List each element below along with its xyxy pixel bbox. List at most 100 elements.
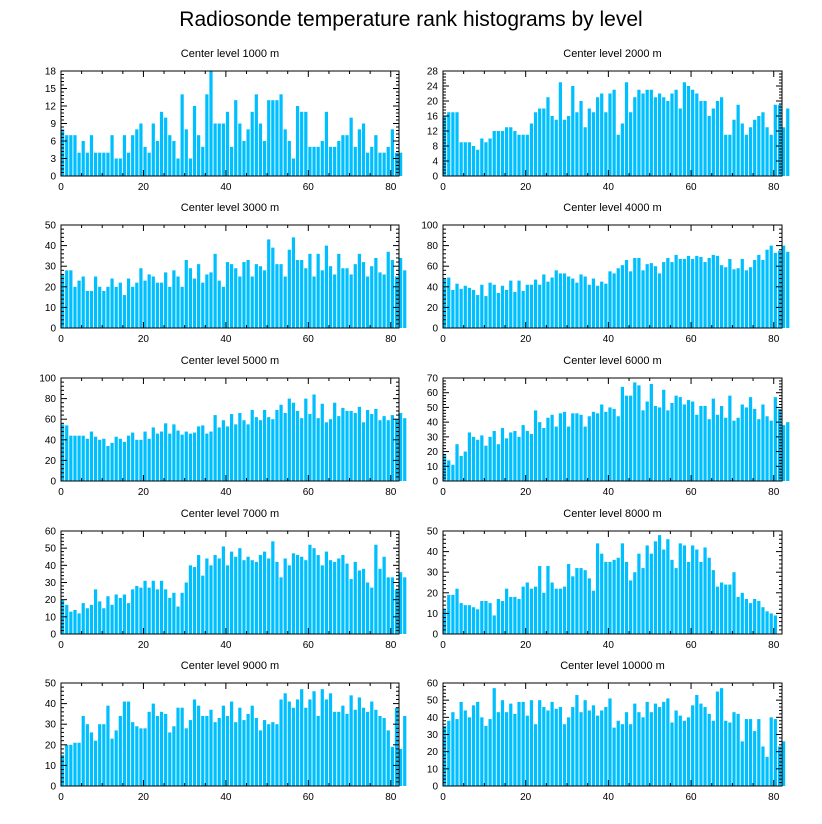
histogram-bar [361, 422, 366, 481]
histogram-bar [505, 289, 509, 328]
histogram-bar [612, 89, 616, 176]
histogram-bar [451, 112, 455, 176]
histogram-bar [699, 405, 703, 481]
histogram-bar [736, 104, 740, 176]
histogram-bar [267, 100, 271, 176]
histogram-bar [250, 409, 254, 481]
histogram-bar [238, 548, 242, 634]
y-tick-label: 70 [427, 374, 439, 385]
y-tick-label: 30 [45, 262, 57, 273]
histogram-bar [394, 152, 399, 176]
histogram-bar [629, 271, 633, 328]
histogram-bar [221, 546, 225, 634]
histogram-bar [666, 101, 670, 176]
histogram-bar [476, 295, 480, 328]
histogram-bar [399, 152, 403, 176]
histogram-bar [649, 89, 653, 176]
x-tick-label: 60 [685, 182, 697, 193]
histogram-bar [777, 746, 782, 786]
histogram-bar [151, 276, 155, 328]
histogram-bar [118, 597, 122, 634]
histogram-bar [98, 601, 102, 634]
histogram-bar [649, 712, 653, 786]
histogram-bar [403, 418, 407, 481]
histogram-bar [612, 408, 616, 481]
histogram-bar [678, 543, 682, 634]
histogram-bar [126, 701, 131, 786]
histogram-bar [653, 703, 658, 786]
y-tick-label: 16 [427, 112, 439, 123]
histogram-bar [73, 742, 77, 786]
y-tick-label: 60 [427, 388, 439, 399]
y-tick-label: 20 [427, 747, 439, 758]
histogram-bar [192, 278, 197, 328]
histogram-bar [283, 276, 287, 328]
histogram-bar [197, 555, 201, 634]
histogram-bar [221, 420, 225, 481]
y-tick-label: 0 [50, 630, 56, 641]
histogram-bar [291, 158, 296, 176]
histogram-bar [242, 262, 246, 328]
histogram-bar [333, 274, 337, 328]
histogram-bar [279, 94, 283, 176]
histogram-bar [386, 420, 390, 481]
y-tick-label: 50 [427, 696, 439, 707]
histogram-bar [131, 135, 135, 176]
x-tick-label: 0 [440, 792, 446, 803]
histogram-bar [567, 426, 571, 481]
histogram-bar [213, 415, 217, 481]
histogram-bar [715, 101, 720, 176]
x-tick-label: 40 [220, 640, 232, 651]
y-tick-label: 20 [45, 282, 57, 293]
histogram-bar [98, 286, 102, 328]
histogram-bar [492, 688, 496, 786]
histogram-bar [616, 134, 620, 176]
chart-panel: Center level 5000 m 0 20 40 60 80 0 20 40 60 80 100 [39, 355, 407, 498]
histogram-bar [312, 548, 316, 634]
panel-title: Center level 4000 m [563, 202, 661, 214]
x-tick-label: 60 [303, 182, 315, 193]
histogram-bar [295, 699, 300, 786]
histogram-bar [267, 417, 271, 481]
histogram-bar [197, 135, 201, 176]
histogram-bar [85, 608, 89, 634]
histogram-bar [61, 129, 65, 176]
chart-panel: Center level 8000 m 0 20 40 60 80 0 10 20 30 40 50 [427, 508, 783, 651]
histogram-bar [558, 82, 562, 176]
histogram-bar [463, 285, 467, 328]
histogram-bar [345, 135, 349, 176]
histogram-bar [765, 127, 769, 176]
histogram-bar [773, 252, 777, 328]
x-tick-label: 0 [440, 640, 446, 651]
histogram-bar [172, 270, 176, 328]
histogram-bar [674, 254, 678, 328]
histogram-bar [443, 725, 447, 786]
histogram-bar [328, 560, 333, 634]
histogram-bar [110, 278, 114, 328]
histogram-bar [451, 594, 455, 634]
histogram-bar [114, 594, 118, 634]
y-tick-label: 10 [427, 609, 439, 620]
panel-title: Center level 10000 m [560, 660, 665, 672]
histogram-bar [761, 607, 765, 634]
y-tick-label: 40 [427, 282, 439, 293]
histogram-bar [724, 584, 728, 634]
histogram-bar [645, 545, 649, 634]
histogram-bar [349, 695, 353, 786]
histogram-bar [538, 566, 542, 634]
x-tick-label: 0 [58, 640, 64, 651]
histogram-bar [225, 715, 230, 786]
histogram-bar [159, 431, 164, 481]
histogram-bar [394, 276, 399, 328]
histogram-bar [782, 245, 786, 328]
histogram-bar [629, 724, 633, 786]
histogram-bar [459, 603, 463, 634]
histogram-bar [197, 426, 201, 481]
histogram-bar [394, 707, 399, 786]
histogram-bar [192, 567, 197, 634]
y-tick-label: 12 [45, 102, 57, 113]
x-tick-label: 80 [385, 640, 397, 651]
histogram-bar [250, 111, 254, 176]
histogram-bar [463, 451, 467, 481]
histogram-bar [337, 558, 341, 634]
